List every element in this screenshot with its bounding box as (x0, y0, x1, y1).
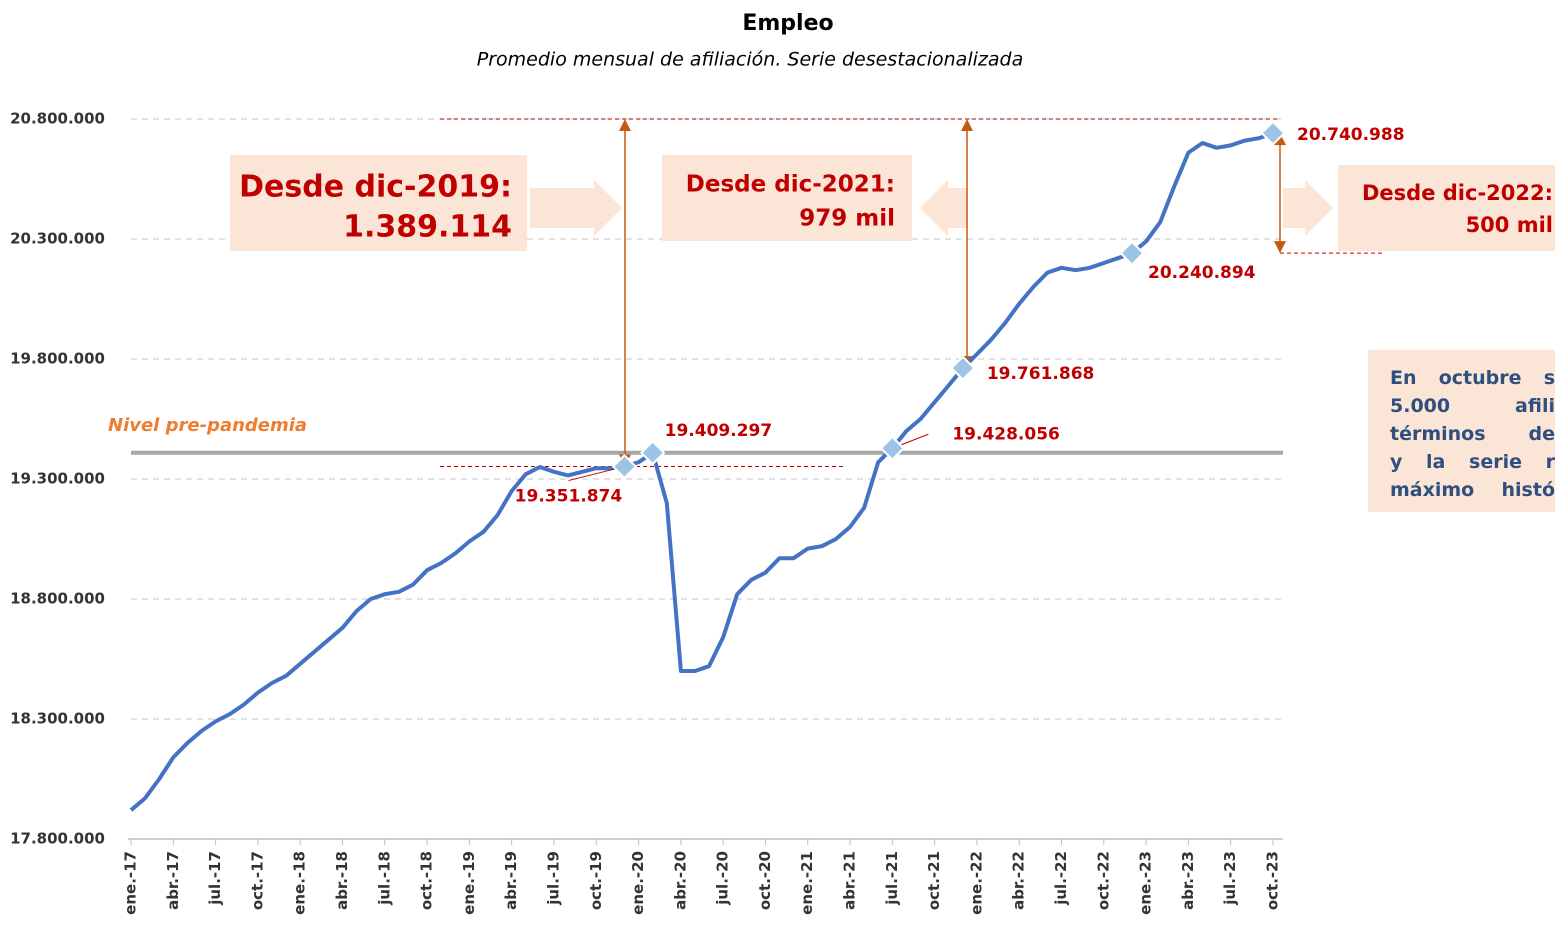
x-tick-label: oct.-21 (925, 851, 943, 910)
annotation-text: 1.389.114 (343, 210, 512, 245)
x-tick-label: abr.-19 (502, 851, 520, 910)
note-line: máximo histó (1390, 479, 1555, 501)
y-tick-label: 19.300.000 (10, 470, 105, 488)
x-tick-label: jul.-21 (883, 851, 901, 906)
data-point (611, 453, 638, 480)
x-tick-label: ene.-22 (967, 851, 985, 915)
data-point (950, 355, 976, 381)
data-label: 19.428.056 (952, 424, 1060, 444)
x-tick-label: abr.-20 (671, 851, 689, 910)
annotation-text: 979 mil (799, 206, 895, 232)
x-tick-label: oct.-17 (248, 851, 266, 910)
data-point (879, 435, 906, 461)
x-tick-label: jul.-23 (1221, 851, 1239, 906)
annotation-box (1338, 165, 1555, 251)
annotation-box (230, 155, 527, 251)
data-line (129, 131, 1274, 812)
data-point (639, 440, 666, 466)
y-tick-label: 18.800.000 (10, 590, 105, 608)
x-tick-label: abr.-17 (164, 851, 182, 910)
x-tick-label: ene.-17 (122, 851, 140, 915)
x-tick-label: oct.-18 (418, 851, 436, 910)
chart-subtitle: Promedio mensual de afiliación. Serie de… (477, 49, 1023, 71)
data-point (1119, 240, 1145, 266)
y-tick-label: 20.800.000 (10, 110, 105, 128)
y-tick-label: 20.300.000 (10, 230, 105, 248)
block-arrow (530, 180, 622, 236)
x-tick-label: abr.-21 (841, 851, 859, 910)
note-box: En octubre s 5.000 afili términos de y la s… (1368, 350, 1555, 512)
annotation-box (662, 155, 912, 241)
note-line: términos de (1390, 423, 1555, 445)
arrow-head (619, 119, 631, 131)
y-tick-label: 18.300.000 (10, 710, 105, 728)
reference-label: Nivel pre-pandemia (108, 415, 307, 436)
note-line: En octubre s (1390, 367, 1555, 389)
arrow-head (1274, 133, 1286, 146)
block-arrow (920, 180, 968, 236)
annotation-text: Desde dic-2022: (1362, 181, 1553, 205)
data-label: 19.761.868 (987, 364, 1095, 384)
x-tick-label: abr.-22 (1010, 851, 1028, 910)
y-tick-label: 17.800.000 (10, 830, 105, 848)
x-tick-label: abr.-23 (1179, 851, 1197, 910)
block-arrow (1283, 180, 1333, 236)
x-tick-label: jul.-20 (714, 851, 732, 906)
x-tick-label: jul.-22 (1052, 851, 1070, 906)
data-label: 19.409.297 (665, 421, 773, 441)
note-line: 5.000 afili (1390, 395, 1555, 417)
annotation-text: Desde dic-2021: (686, 172, 895, 198)
x-tick-label: ene.-21 (798, 851, 816, 915)
annotation-text: 500 mil (1466, 213, 1553, 237)
x-tick-label: oct.-23 (1264, 851, 1282, 910)
x-tick-label: oct.-22 (1094, 851, 1112, 910)
data-label: 20.240.894 (1148, 263, 1256, 283)
annotation-text: Desde dic-2019: (239, 170, 512, 205)
x-tick-label: oct.-20 (756, 851, 774, 910)
note-line: y la serie r (1390, 451, 1555, 473)
chart-title: Empleo (742, 11, 833, 36)
x-tick-label: oct.-19 (587, 851, 605, 910)
y-tick-label: 19.800.000 (10, 350, 105, 368)
x-tick-label: jul.-17 (206, 851, 224, 906)
arrow-head (961, 119, 973, 131)
x-tick-label: jul.-18 (375, 851, 393, 906)
x-tick-label: ene.-23 (1137, 851, 1155, 915)
data-label: 19.351.874 (515, 487, 623, 507)
arrow-head (1274, 241, 1286, 254)
x-tick-label: ene.-19 (460, 851, 478, 915)
x-tick-label: ene.-18 (291, 851, 309, 915)
x-tick-label: ene.-20 (629, 851, 647, 915)
x-tick-label: abr.-18 (333, 851, 351, 910)
data-label: 20.740.988 (1297, 125, 1405, 145)
x-tick-label: jul.-19 (544, 851, 562, 906)
data-point (1260, 120, 1286, 146)
